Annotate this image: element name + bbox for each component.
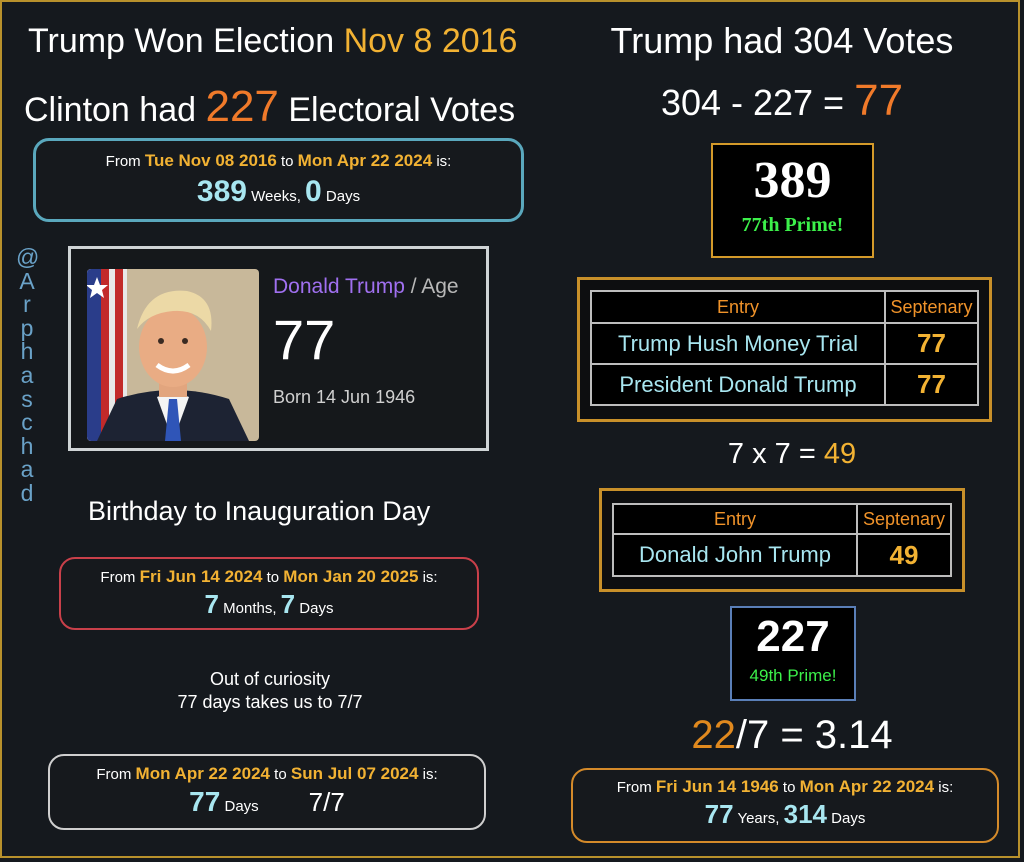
- prime-number-227: 227: [756, 612, 830, 661]
- table-header-septenary: Septenary: [856, 503, 952, 535]
- septenary-table-1-frame: Entry Septenary Trump Hush Money Trial 7…: [577, 277, 992, 422]
- septenary-table-1: Entry Septenary Trump Hush Money Trial 7…: [590, 290, 979, 406]
- date-range-box-birthday: From Fri Jun 14 2024 to Mon Jan 20 2025 …: [59, 557, 479, 630]
- portrait-photo: [87, 269, 259, 441]
- table-row: Trump Hush Money Trial 77: [590, 322, 979, 365]
- seven-times-seven: 7 x 7 = 49: [727, 438, 857, 470]
- septenary-table-2: Entry Septenary Donald John Trump 49: [612, 503, 952, 577]
- date-range-box-election: From Tue Nov 08 2016 to Mon Apr 22 2024 …: [33, 138, 524, 222]
- date-range-box-lifetime: From Fri Jun 14 1946 to Mon Apr 22 2024 …: [571, 768, 999, 843]
- election-title: Trump Won Election Nov 8 2016: [28, 22, 518, 60]
- age-card: Donald Trump / Age 77 Born 14 Jun 1946: [68, 246, 489, 451]
- table-header-entry: Entry: [590, 290, 886, 324]
- septenary-table-2-frame: Entry Septenary Donald John Trump 49: [599, 488, 965, 592]
- age-value: 77: [273, 308, 336, 371]
- table-row: President Donald Trump 77: [590, 363, 979, 406]
- pi-approximation: 22/7 = 3.14: [691, 713, 893, 757]
- card-header: Donald Trump / Age: [273, 275, 459, 298]
- table-header-septenary: Septenary: [884, 290, 979, 324]
- clinton-title: Clinton had 227 Electoral Votes: [24, 82, 516, 131]
- prime-label-49th: 49th Prime!: [749, 666, 837, 685]
- prime-label-77th: 77th Prime!: [741, 214, 844, 236]
- prime-box-227: 227 49th Prime!: [730, 606, 856, 701]
- born-date: Born 14 Jun 1946: [273, 387, 416, 407]
- prime-number-389: 389: [753, 152, 832, 209]
- table-header-entry: Entry: [612, 503, 858, 535]
- table-row: Donald John Trump 49: [612, 533, 952, 577]
- trump-votes-title: Trump had 304 Votes: [610, 20, 954, 61]
- birthday-heading: Birthday to Inauguration Day: [88, 496, 431, 526]
- prime-box-389: 389 77th Prime!: [711, 143, 874, 258]
- votes-difference: 304 - 227 = 77: [660, 76, 904, 125]
- curiosity-note: Out of curiosity 77 days takes us to 7/7: [177, 669, 363, 712]
- date-range-box-77-days: From Mon Apr 22 2024 to Sun Jul 07 2024 …: [48, 754, 486, 830]
